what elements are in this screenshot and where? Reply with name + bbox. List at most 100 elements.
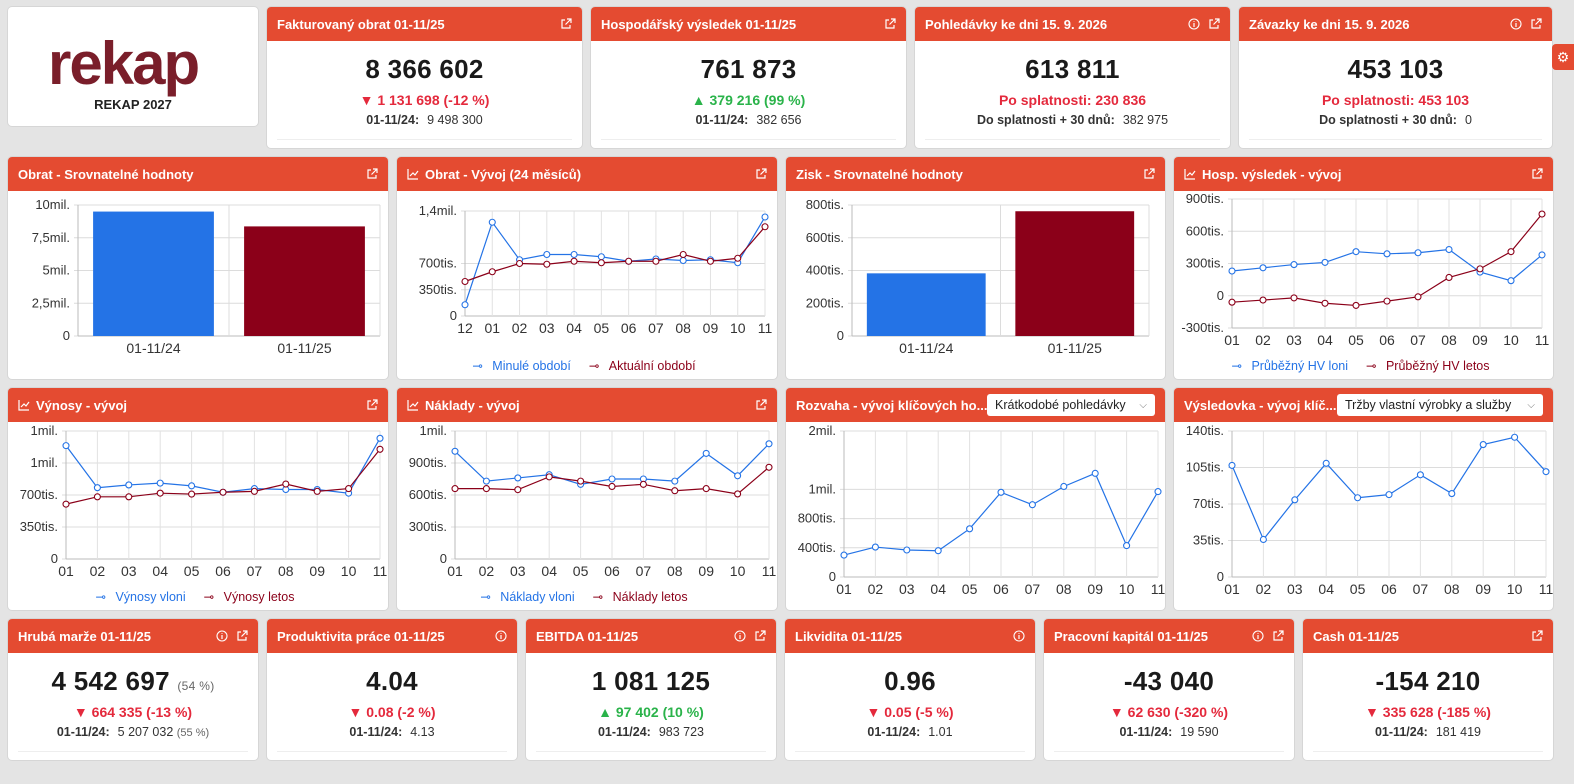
kpi-value: 761 873 bbox=[700, 54, 797, 84]
y-tick-label: -300tis. bbox=[1181, 320, 1224, 335]
x-tick-label: 02 bbox=[1256, 581, 1272, 597]
data-point bbox=[761, 213, 769, 221]
balance-line-chart: 0 400tis. 800tis. 1mil. 2mil. 01 02 03 04 05 06 07 0… bbox=[798, 423, 1165, 597]
metric-select[interactable]: Krátkodobé pohledávky ⌵ bbox=[987, 394, 1155, 416]
data-point bbox=[451, 485, 459, 493]
series-line bbox=[464, 226, 766, 283]
chart-card-revenue-compare: Obrat - Srovnatelné hodnoty 0 2,5mil. 5mil… bbox=[8, 157, 388, 379]
kpi-delta: ▼ 1 131 698 (-12 %) bbox=[359, 92, 490, 108]
info-icon[interactable] bbox=[1013, 630, 1025, 642]
y-tick-label: 0 bbox=[63, 328, 70, 343]
data-point bbox=[597, 259, 605, 267]
data-point bbox=[482, 485, 490, 493]
kpi-value: 1 081 125 bbox=[591, 666, 711, 696]
data-point bbox=[156, 479, 164, 487]
legend-item[interactable]: ⊸ Náklady letos bbox=[592, 590, 688, 604]
data-point bbox=[1228, 461, 1236, 469]
y-tick-label: 7,5mil. bbox=[32, 230, 70, 245]
external-link-icon[interactable] bbox=[236, 630, 248, 642]
x-tick-label: 10 bbox=[341, 563, 357, 579]
data-point bbox=[671, 487, 679, 495]
data-point bbox=[1060, 482, 1068, 491]
costs-line-chart: 0 300tis. 600tis. 900tis. 1mil. 01 02 03 04 05 06 0… bbox=[409, 423, 777, 579]
y-tick-label: 0 bbox=[450, 308, 457, 323]
external-link-icon[interactable] bbox=[1208, 18, 1220, 30]
info-icon[interactable] bbox=[1188, 18, 1200, 30]
x-tick-label: 01 bbox=[1224, 332, 1240, 348]
y-tick-label: 70tis. bbox=[1193, 496, 1224, 511]
external-link-icon[interactable] bbox=[560, 18, 572, 30]
external-link-icon[interactable] bbox=[366, 399, 378, 411]
chart-legend: ⊸ Průběžný HV loni ⊸ Průběžný HV letos bbox=[1174, 358, 1553, 373]
external-link-icon[interactable] bbox=[1531, 168, 1543, 180]
data-point bbox=[1383, 250, 1391, 258]
legend-item[interactable]: ⊸ Výnosy vloni bbox=[95, 590, 186, 604]
x-tick-label: 02 bbox=[479, 563, 495, 579]
y-tick-label: 700tis. bbox=[419, 256, 457, 271]
kpi-card-receivables: Pohledávky ke dni 15. 9. 2026 613 811 Po… bbox=[915, 7, 1230, 148]
x-tick-label: 04 bbox=[1318, 581, 1334, 597]
logo-card: rekap REKAP 2027 bbox=[8, 7, 258, 126]
data-point bbox=[1123, 542, 1131, 550]
data-point bbox=[761, 223, 769, 231]
data-point bbox=[570, 250, 578, 259]
legend-item[interactable]: ⊸ Průběžný HV letos bbox=[1366, 359, 1490, 373]
x-tick-label: 09 bbox=[703, 320, 719, 336]
y-tick-label: 1mil. bbox=[31, 423, 58, 438]
external-link-icon[interactable] bbox=[1272, 630, 1284, 642]
kpi-card-revenue: Fakturovaný obrat 01-11/25 8 366 602 ▼ 1… bbox=[267, 7, 582, 148]
settings-gear-icon[interactable]: ⚙ bbox=[1552, 44, 1574, 70]
data-point bbox=[543, 260, 551, 268]
line-chart-icon bbox=[18, 399, 30, 411]
external-link-icon[interactable] bbox=[1531, 630, 1543, 642]
info-icon[interactable] bbox=[1252, 630, 1264, 642]
data-point bbox=[376, 445, 384, 453]
x-tick-label: 04 bbox=[566, 320, 582, 336]
external-link-icon[interactable] bbox=[755, 399, 767, 411]
data-point bbox=[903, 546, 911, 554]
kpi-previous: 01-11/24: 983 723 bbox=[597, 725, 704, 739]
metric-select[interactable]: Tržby vlastní výrobky a služby ⌵ bbox=[1337, 394, 1543, 416]
legend-item[interactable]: ⊸ Výnosy letos bbox=[203, 590, 295, 604]
external-link-icon[interactable] bbox=[755, 168, 767, 180]
data-point bbox=[376, 434, 384, 442]
info-icon[interactable] bbox=[734, 630, 746, 642]
legend-item[interactable]: ⊸ Průběžný HV loni bbox=[1231, 359, 1349, 373]
data-point bbox=[840, 551, 848, 559]
x-tick-label: 04 bbox=[541, 563, 557, 579]
x-tick-label: 07 bbox=[636, 563, 652, 579]
kpi-previous: 01-11/24: 1.01 bbox=[867, 725, 953, 739]
data-point bbox=[250, 487, 258, 495]
kpi-value: 0.96 bbox=[884, 666, 936, 696]
legend-item[interactable]: ⊸ Aktuální období bbox=[588, 359, 696, 373]
data-point bbox=[1154, 488, 1162, 496]
kpi-previous: 01-11/24: 5 207 032 (55 %) bbox=[56, 725, 210, 739]
external-link-icon[interactable] bbox=[1530, 18, 1542, 30]
data-point bbox=[93, 493, 101, 501]
external-link-icon[interactable] bbox=[754, 630, 766, 642]
external-link-icon[interactable] bbox=[366, 168, 378, 180]
card-title: Výsledovka - vývoj klíč... bbox=[1184, 397, 1337, 413]
x-tick-label: 10 bbox=[1507, 581, 1523, 597]
card-title: Hrubá marže 01-11/25 bbox=[18, 628, 151, 644]
info-icon[interactable] bbox=[216, 630, 228, 642]
kpi-value: 613 811 bbox=[1025, 54, 1120, 84]
data-point bbox=[1352, 248, 1360, 256]
data-point bbox=[1414, 249, 1422, 257]
external-link-icon[interactable] bbox=[1143, 168, 1155, 180]
info-icon[interactable] bbox=[495, 630, 507, 642]
data-point bbox=[577, 477, 585, 485]
external-link-icon[interactable] bbox=[884, 18, 896, 30]
legend-item[interactable]: ⊸ Náklady vloni bbox=[480, 590, 575, 604]
arrow-down-icon: ▼ bbox=[359, 92, 378, 108]
data-point bbox=[1352, 301, 1360, 309]
company-name: REKAP 2027 bbox=[94, 97, 172, 112]
info-icon[interactable] bbox=[1510, 18, 1522, 30]
data-point bbox=[608, 482, 616, 491]
x-tick-label: 02 bbox=[1255, 332, 1271, 348]
line-chart-icon bbox=[407, 399, 419, 411]
y-tick-label: 0 bbox=[51, 551, 58, 566]
x-tick-label: 07 bbox=[1025, 581, 1041, 597]
legend-item[interactable]: ⊸ Minulé období bbox=[472, 359, 571, 373]
data-point bbox=[1259, 296, 1267, 304]
